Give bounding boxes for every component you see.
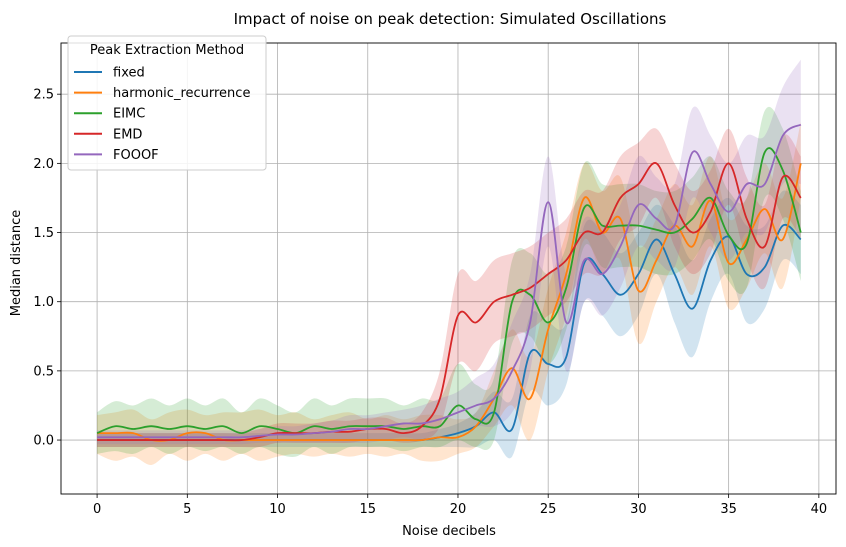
- legend-box: [67, 35, 267, 171]
- legend-label-EMD: EMD: [113, 127, 142, 142]
- legend-label-harmonic_recurrence: harmonic_recurrence: [113, 86, 250, 101]
- x-tick-label: 10: [269, 502, 286, 517]
- x-tick-label: 40: [811, 502, 828, 517]
- series-lines: [96, 123, 802, 442]
- x-tick-label: 15: [359, 502, 376, 517]
- band-fixed: [97, 190, 801, 459]
- x-tick-label: 0: [93, 502, 101, 517]
- x-axis-label: Noise decibels: [402, 524, 496, 539]
- chart-title: Impact of noise on peak detection: Simul…: [234, 10, 667, 28]
- x-tick-label: 35: [720, 502, 737, 517]
- x-tick-label: 20: [450, 502, 467, 517]
- y-axis-label: Median distance: [9, 210, 24, 317]
- line-FOOOF: [97, 123, 802, 439]
- x-tick-label: 30: [630, 502, 647, 517]
- legend-label-EIMC: EIMC: [113, 107, 145, 122]
- line-EIMC: [96, 147, 802, 435]
- y-tick-label: 0.0: [33, 434, 54, 449]
- plot-area-frame: [60, 42, 837, 495]
- grid: [61, 43, 836, 494]
- legend: Peak Extraction Method fixed harmonic_rec…: [67, 35, 267, 171]
- legend-label-FOOOF: FOOOF: [113, 148, 159, 163]
- y-tick-label: 1.5: [33, 226, 54, 241]
- band-harmonic_recurrence: [97, 121, 801, 465]
- y-tick-label: 2.5: [33, 88, 54, 103]
- x-tick-label: 5: [183, 502, 191, 517]
- line-EMD: [97, 162, 802, 442]
- legend-title: Peak Extraction Method: [90, 43, 244, 58]
- axis-ticks: 0 5 10 15 20 25 30 35 40 0.0 0.5 1.0 1.5 2.0 2.5: [33, 88, 827, 517]
- band-EMD: [97, 128, 801, 448]
- x-tick-label: 25: [540, 502, 557, 517]
- y-tick-label: 1.0: [33, 295, 54, 310]
- legend-label-fixed: fixed: [113, 66, 145, 81]
- y-tick-label: 2.0: [33, 157, 54, 172]
- y-tick-label: 0.5: [33, 364, 54, 379]
